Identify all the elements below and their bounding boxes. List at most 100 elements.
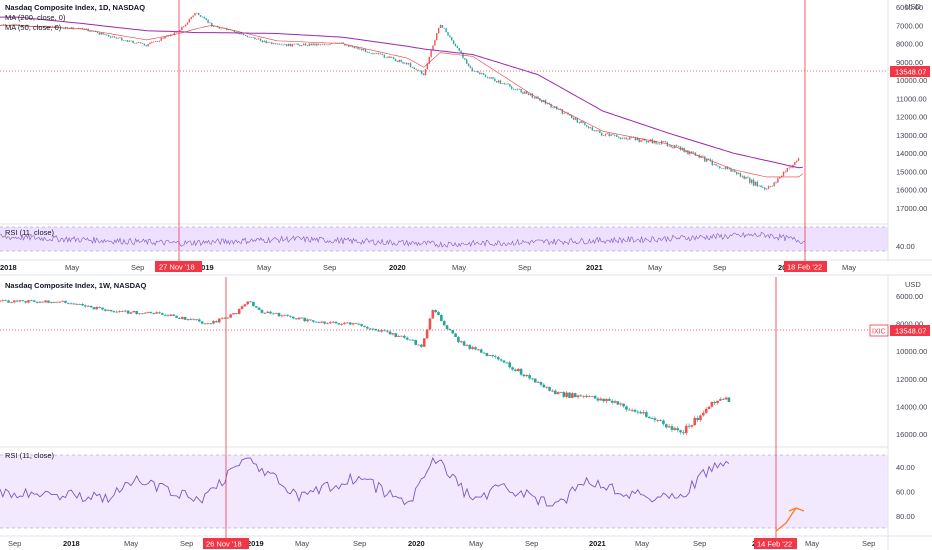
candle-body <box>537 96 539 99</box>
candle-body <box>138 42 140 43</box>
candle-body <box>12 300 16 303</box>
candle-body <box>679 146 682 150</box>
candle-body <box>363 325 366 327</box>
candle-body <box>294 318 298 320</box>
candle-body <box>659 419 662 421</box>
candle-body <box>200 321 204 324</box>
candle-body <box>368 52 370 54</box>
candle-body <box>417 344 420 346</box>
candle-body <box>166 315 170 317</box>
candle-body <box>614 134 616 136</box>
candle-body <box>86 305 90 307</box>
candle-body <box>319 44 322 46</box>
candle-body <box>548 103 550 104</box>
candle-body <box>317 43 320 45</box>
candle-body <box>727 397 731 402</box>
x-tick-label: 2018 <box>63 539 80 548</box>
candle-body <box>209 323 213 325</box>
candle-body <box>722 168 725 169</box>
candle-body <box>188 18 191 23</box>
candle-body <box>797 158 800 161</box>
candle-body <box>528 375 531 379</box>
candle-body <box>306 319 309 322</box>
candle-body <box>571 393 574 398</box>
candle-body <box>616 401 620 405</box>
candle-body <box>143 43 146 46</box>
x-tick-label: 2020 <box>389 263 406 272</box>
rsi-y-tick-label: 60.00 <box>896 488 915 497</box>
candle-body <box>604 133 607 136</box>
y-tick-label: 15000.00 <box>896 167 927 176</box>
candle-body <box>612 134 614 135</box>
candle-body <box>207 19 209 23</box>
x-tick-label: May <box>124 539 138 548</box>
x-tick-label: 2019 <box>247 539 264 548</box>
candle-body <box>394 333 398 337</box>
candle-body <box>407 63 410 65</box>
candle-body <box>81 304 84 306</box>
candle-body <box>141 43 144 44</box>
candle-body <box>209 22 211 24</box>
candle-body <box>21 25 24 27</box>
candle-body <box>267 42 269 44</box>
candle-body <box>756 181 758 187</box>
candle-body <box>89 305 93 308</box>
candle-body <box>280 315 284 317</box>
candle-body <box>596 398 600 401</box>
candle-body <box>38 301 42 303</box>
candle-body <box>355 47 357 49</box>
x-tick-label: May <box>635 539 649 548</box>
candle-body <box>640 140 642 142</box>
candle-body <box>303 317 306 322</box>
y-tick-label: 17000.00 <box>896 204 927 213</box>
candle-body <box>516 88 519 90</box>
candle-body <box>490 77 492 79</box>
candle-body <box>512 88 515 90</box>
candle-body <box>421 70 423 74</box>
candle-body <box>192 15 194 18</box>
candle-body <box>183 26 185 28</box>
candle-body <box>593 130 595 132</box>
marker-left-bg-daily <box>155 261 202 272</box>
weekly-pane[interactable]: 16000.00 14000.00 12000.00 10000.00 8000.00 6… <box>0 274 932 550</box>
candle-body <box>511 367 514 370</box>
candle-body <box>501 83 504 84</box>
candle-body <box>235 31 237 33</box>
candle-body <box>465 344 469 346</box>
candle-body <box>505 362 509 364</box>
price-tag-bg-weekly <box>890 325 930 336</box>
candle-body <box>499 359 503 361</box>
candle-body <box>85 28 87 30</box>
candle-body <box>61 300 64 302</box>
daily-title: Nasdaq Composite Index, 1D, NASDAQ <box>5 3 145 12</box>
candle-body <box>169 314 173 316</box>
candle-body <box>379 53 382 55</box>
candle-body <box>402 61 404 64</box>
candle-body <box>278 44 281 45</box>
marker-right-daily: 18 Feb '22 <box>787 263 822 272</box>
y-tick-label: 13000.00 <box>896 131 927 140</box>
candle-body <box>220 317 224 319</box>
candle-body <box>715 164 717 166</box>
candle-body <box>113 36 116 38</box>
candle-body <box>186 22 189 25</box>
daily-pane[interactable]: 17000.00 16000.00 15000.00 14000.00 13000.00… <box>0 0 932 272</box>
candle-body <box>411 339 415 341</box>
candle-body <box>299 44 301 46</box>
candle-body <box>181 27 183 31</box>
candle-body <box>693 417 697 426</box>
candle-body <box>155 312 158 314</box>
candle-body <box>459 341 463 343</box>
candle-body <box>14 24 16 25</box>
candle-body <box>726 166 729 170</box>
candle-body <box>509 84 511 87</box>
candle-body <box>687 150 689 155</box>
candle-body <box>747 176 749 178</box>
candle-body <box>482 73 485 75</box>
candle-body <box>261 40 264 43</box>
candle-body <box>64 300 67 303</box>
x-tick-label: May <box>65 263 79 272</box>
candle-body <box>55 26 57 28</box>
candle-body <box>354 323 358 325</box>
